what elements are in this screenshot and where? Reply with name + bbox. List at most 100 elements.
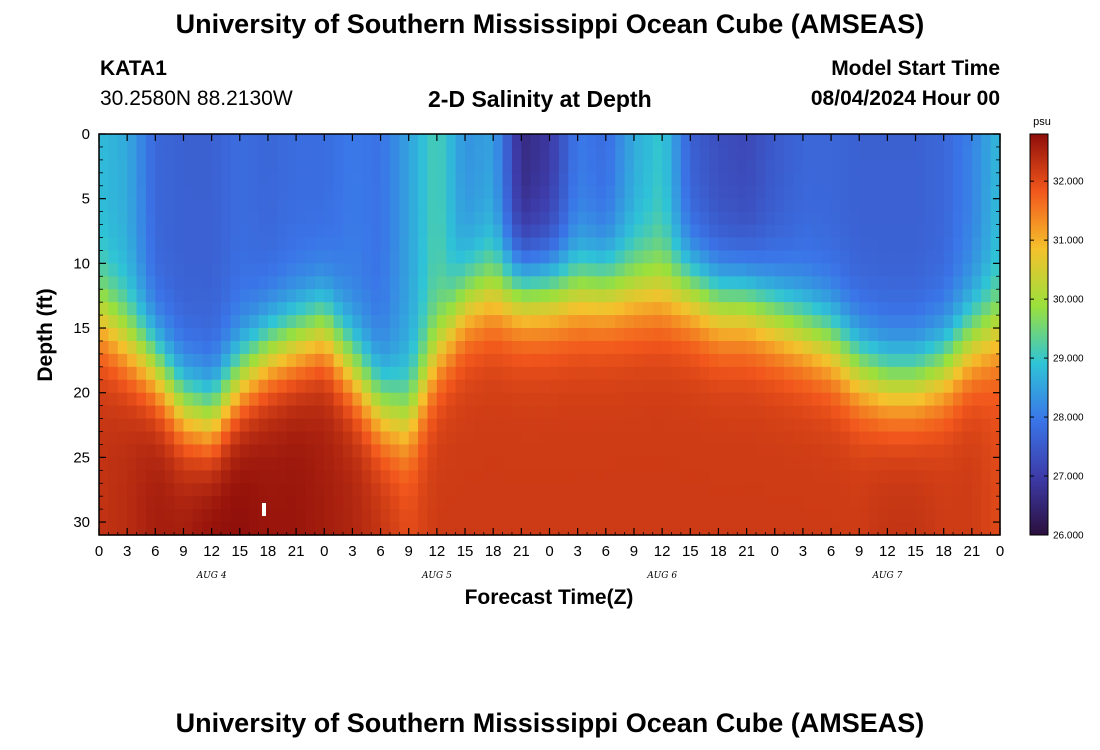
heatmap-cell [868, 405, 879, 420]
heatmap-cell [624, 431, 635, 446]
heatmap-cell [211, 237, 222, 252]
heatmap-cell [521, 224, 532, 239]
heatmap-cell [587, 134, 598, 148]
heatmap-cell [624, 302, 635, 316]
heatmap-cell [164, 328, 175, 342]
heatmap-cell [802, 379, 813, 394]
heatmap-cell [174, 405, 185, 420]
heatmap-cell [108, 379, 119, 394]
heatmap-cell [793, 276, 804, 290]
heatmap-cell [765, 431, 776, 446]
heatmap-cell [493, 366, 504, 381]
heatmap-cell [906, 159, 917, 174]
heatmap-cell [230, 211, 241, 226]
heatmap-cell [662, 172, 673, 187]
heatmap-cell [427, 159, 438, 174]
heatmap-cell [981, 509, 992, 523]
heatmap-cell [436, 302, 447, 316]
heatmap-cell [530, 444, 541, 458]
heatmap-cell [774, 328, 785, 342]
y-tick-label: 10 [73, 255, 90, 272]
heatmap-cell [493, 302, 504, 316]
heatmap-cell [361, 496, 372, 510]
heatmap-cell [155, 276, 166, 290]
heatmap-cell [511, 134, 522, 148]
heatmap-cell [427, 263, 438, 277]
heatmap-cell [155, 185, 166, 200]
heatmap-cell [596, 250, 607, 264]
heatmap-cell [202, 134, 213, 148]
heatmap-cell [493, 172, 504, 187]
heatmap-cell [765, 353, 776, 368]
heatmap-cell [286, 211, 297, 226]
heatmap-cell [521, 237, 532, 252]
heatmap-cell [530, 172, 541, 187]
heatmap-cell [249, 146, 260, 161]
heatmap-cell [859, 263, 870, 277]
heatmap-cell [596, 379, 607, 394]
heatmap-cell [746, 457, 757, 471]
heatmap-cell [774, 353, 785, 368]
heatmap-cell [183, 198, 194, 213]
heatmap-cell [709, 366, 720, 381]
heatmap-cell [812, 470, 823, 484]
heatmap-cell [840, 159, 851, 174]
heatmap-cell [399, 302, 410, 316]
heatmap-cell [211, 379, 222, 394]
heatmap-cell [605, 198, 616, 213]
heatmap-cell [418, 509, 429, 523]
heatmap-cell [727, 379, 738, 394]
heatmap-cell [859, 302, 870, 316]
heatmap-cell [840, 302, 851, 316]
heatmap-cell [230, 237, 241, 252]
heatmap-cell [924, 509, 935, 523]
heatmap-cell [793, 224, 804, 239]
heatmap-cell [427, 392, 438, 407]
heatmap-cell [145, 522, 156, 536]
heatmap-cell [774, 302, 785, 316]
heatmap-cell [211, 224, 222, 239]
heatmap-cell [258, 328, 269, 342]
heatmap-cell [127, 431, 138, 446]
heatmap-cell [540, 483, 551, 497]
heatmap-cell [812, 431, 823, 446]
heatmap-cell [324, 483, 335, 497]
heatmap-cell [587, 211, 598, 226]
heatmap-cell [633, 405, 644, 420]
heatmap-cell [802, 289, 813, 303]
heatmap-cell [915, 224, 926, 239]
heatmap-cell [718, 172, 729, 187]
model-start-time: 08/04/2024 Hour 00 [810, 87, 1000, 110]
heatmap-cell [267, 224, 278, 239]
heatmap-cell [812, 444, 823, 458]
heatmap-cell [793, 172, 804, 187]
heatmap-cell [746, 509, 757, 523]
heatmap-cell [230, 146, 241, 161]
heatmap-cell [821, 172, 832, 187]
heatmap-cell [277, 224, 288, 239]
heatmap-cell [568, 522, 579, 536]
heatmap-cell [493, 224, 504, 239]
heatmap-cell [624, 315, 635, 329]
heatmap-cell [192, 237, 203, 252]
heatmap-cell [934, 405, 945, 420]
heatmap-cell [802, 444, 813, 458]
heatmap-cell [615, 134, 626, 148]
heatmap-cell [108, 172, 119, 187]
heatmap-cell [615, 340, 626, 355]
heatmap-cell [145, 457, 156, 471]
heatmap-cell [502, 379, 513, 394]
heatmap-cell [699, 405, 710, 420]
heatmap-cell [399, 134, 410, 148]
heatmap-cell [906, 444, 917, 458]
heatmap-cell [737, 457, 748, 471]
heatmap-cell [192, 328, 203, 342]
heatmap-cell [849, 340, 860, 355]
heatmap-cell [427, 483, 438, 497]
heatmap-cell [765, 379, 776, 394]
heatmap-cell [296, 431, 307, 446]
heatmap-cell [183, 237, 194, 252]
heatmap-cell [305, 379, 316, 394]
heatmap-cell [802, 431, 813, 446]
heatmap-cell [108, 250, 119, 264]
